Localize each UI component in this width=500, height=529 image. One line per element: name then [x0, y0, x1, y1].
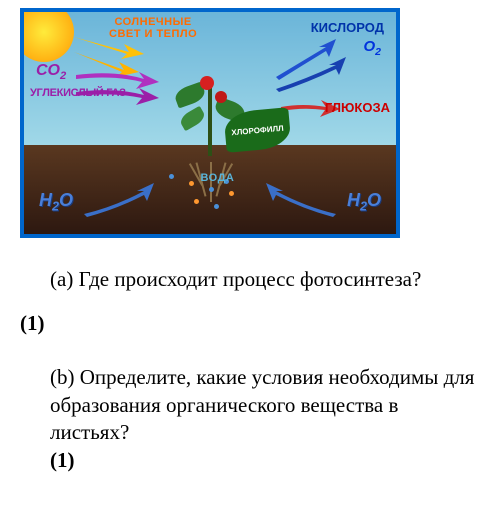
co2-label: УГЛЕКИСЛЫЙ ГАЗ: [30, 87, 126, 99]
question-b-label: (b): [50, 365, 75, 389]
particle: [229, 191, 234, 196]
question-a: (a) Где происходит процесс фотосинтеза?: [50, 266, 480, 293]
particle: [169, 174, 174, 179]
water-arrow-right: [251, 179, 341, 224]
questions-block-b: (b) Определите, какие условия необходимы…: [0, 364, 500, 473]
h2o-right-formula: H2O: [347, 190, 381, 214]
questions-block: (a) Где происходит процесс фотосинтеза?: [0, 266, 500, 293]
question-b-points: (1): [50, 448, 480, 473]
question-b-text: Определите, какие условия необходимы для…: [50, 365, 474, 444]
particle: [214, 204, 219, 209]
question-b: (b) Определите, какие условия необходимы…: [50, 364, 480, 446]
o2-formula: O2: [363, 38, 381, 58]
glucose-label: ГЛЮКОЗА: [325, 100, 390, 115]
photosynthesis-diagram: ХЛОРОФИЛЛ СОЛНЕЧНЫЕСВЕТ И ТЕПЛО КИСЛОРОД…: [20, 8, 400, 238]
particle: [209, 187, 214, 192]
question-a-label: (a): [50, 267, 73, 291]
sunlight-label: СОЛНЕЧНЫЕСВЕТ И ТЕПЛО: [109, 16, 197, 40]
water-label: ВОДА: [201, 172, 235, 184]
question-a-text: Где происходит процесс фотосинтеза?: [79, 267, 422, 291]
particle: [189, 181, 194, 186]
question-a-points: (1): [20, 311, 500, 336]
particle: [194, 199, 199, 204]
h2o-left-formula: H2O: [39, 190, 73, 214]
chlorophyll-label: ХЛОРОФИЛЛ: [231, 123, 284, 137]
co2-formula: CO2: [36, 62, 66, 82]
oxygen-arrows: [271, 37, 361, 97]
oxygen-label: КИСЛОРОД: [311, 20, 384, 35]
water-arrow-left: [79, 179, 169, 224]
